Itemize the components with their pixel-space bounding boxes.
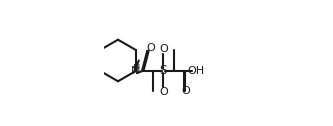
Text: OH: OH bbox=[187, 66, 204, 76]
Text: O: O bbox=[159, 87, 168, 97]
Text: S: S bbox=[160, 64, 167, 77]
Text: O: O bbox=[181, 86, 190, 96]
Text: O: O bbox=[146, 43, 155, 53]
Text: O: O bbox=[159, 43, 168, 54]
Text: H: H bbox=[133, 64, 140, 74]
Text: N: N bbox=[131, 66, 139, 76]
